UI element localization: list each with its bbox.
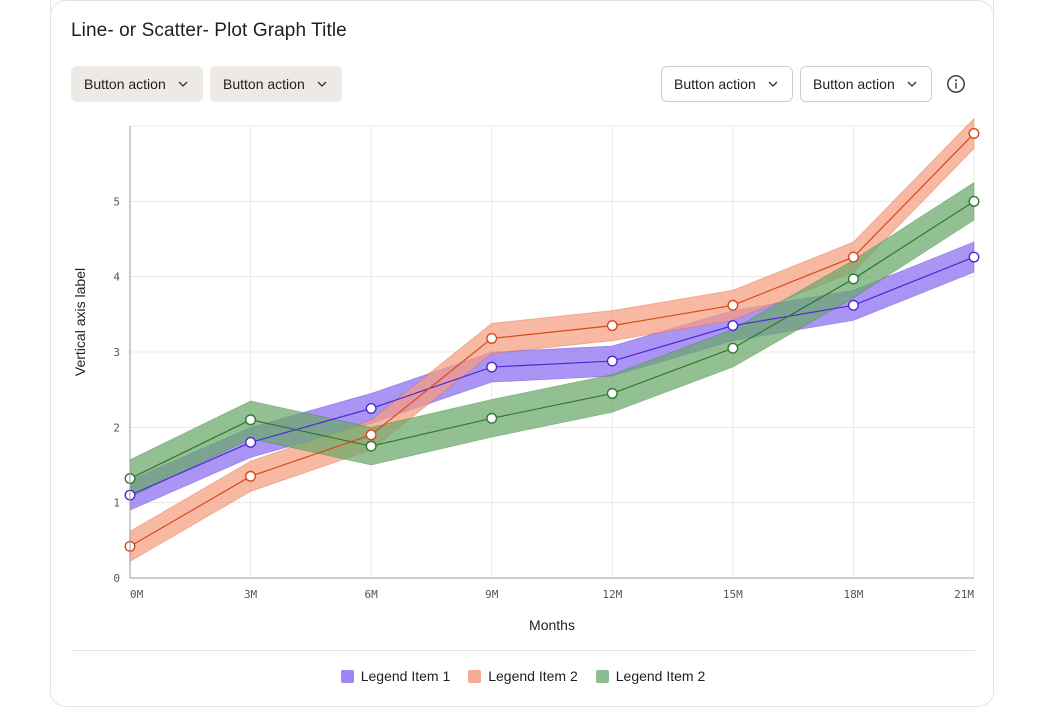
- action-button-1[interactable]: Button action: [661, 66, 793, 102]
- legend: Legend Item 1 Legend Item 2 Legend Item …: [51, 668, 995, 684]
- x-tick-label: 18M: [843, 588, 863, 601]
- axes: 0 1 2 3 4 5 0M 3M 6M 9M 12M 15M 18M 21M Months Vertical…: [72, 126, 974, 633]
- data-point: [245, 470, 257, 482]
- data-point: [486, 412, 498, 424]
- series-line-2: [129, 133, 975, 547]
- button-label: Button action: [84, 76, 166, 92]
- chevron-down-icon: [317, 81, 327, 87]
- chevron-down-icon: [907, 81, 917, 87]
- filter-button-1[interactable]: Button action: [71, 66, 203, 102]
- series-line-3: [129, 200, 975, 480]
- x-tick-label: 9M: [485, 588, 499, 601]
- x-axis-title: Months: [529, 617, 575, 633]
- chart-card: Line- or Scatter- Plot Graph Title Butto…: [50, 0, 994, 707]
- legend-swatch: [340, 669, 354, 683]
- data-point: [727, 299, 739, 311]
- x-tick-label: 15M: [723, 588, 743, 601]
- action-button-2[interactable]: Button action: [800, 66, 932, 102]
- legend-item-2[interactable]: Legend Item 2: [468, 668, 578, 684]
- y-tick-label: 4: [113, 271, 120, 284]
- chevron-down-icon: [178, 81, 188, 87]
- legend-swatch: [468, 669, 482, 683]
- series-band-3: [129, 181, 975, 499]
- button-label: Button action: [674, 76, 756, 92]
- data-point: [847, 251, 859, 263]
- button-label: Button action: [813, 76, 895, 92]
- data-point: [486, 361, 498, 373]
- series-lines: [129, 133, 975, 547]
- legend-swatch: [595, 669, 609, 683]
- x-tick-label: 6M: [365, 588, 379, 601]
- series-band-2: [129, 117, 975, 563]
- grid: [130, 125, 975, 578]
- series-line-1: [129, 256, 975, 496]
- filter-button-2[interactable]: Button action: [210, 66, 342, 102]
- legend-label: Legend Item 2: [488, 668, 578, 684]
- x-tick-label: 12M: [602, 588, 622, 601]
- data-point: [606, 320, 618, 332]
- divider: [71, 650, 975, 651]
- legend-label: Legend Item 2: [615, 668, 706, 684]
- data-point: [727, 320, 739, 332]
- info-icon[interactable]: [946, 74, 966, 94]
- data-point: [486, 332, 498, 344]
- y-tick-label: 2: [113, 421, 120, 434]
- data-point: [245, 436, 257, 448]
- y-axis-title: Vertical axis label: [72, 268, 88, 376]
- data-point: [968, 195, 980, 207]
- x-tick-label: 3M: [244, 588, 258, 601]
- data-point: [245, 414, 257, 426]
- legend-item-1[interactable]: Legend Item 1: [340, 668, 451, 684]
- y-tick-label: 3: [113, 346, 120, 359]
- y-tick-label: 5: [113, 195, 120, 208]
- data-point: [968, 128, 980, 140]
- data-point: [606, 387, 618, 399]
- legend-label: Legend Item 1: [360, 668, 451, 684]
- y-tick-label: 0: [113, 572, 120, 585]
- button-label: Button action: [223, 76, 305, 92]
- data-point: [847, 299, 859, 311]
- series-points: [124, 128, 980, 552]
- legend-item-3[interactable]: Legend Item 2: [595, 668, 706, 684]
- data-point: [727, 342, 739, 354]
- line-chart: 0 1 2 3 4 5 0M 3M 6M 9M 12M 15M 18M 21M Months Vertical…: [72, 117, 980, 633]
- data-point: [847, 273, 859, 285]
- data-point: [365, 403, 377, 415]
- x-tick-label: 0M: [130, 588, 144, 601]
- data-point: [365, 440, 377, 452]
- y-tick-label: 1: [113, 497, 120, 510]
- data-point: [606, 355, 618, 367]
- chart-title: Line- or Scatter- Plot Graph Title: [71, 20, 347, 41]
- data-point: [968, 251, 980, 263]
- x-tick-label: 21M: [954, 588, 974, 601]
- chevron-down-icon: [768, 81, 778, 87]
- confidence-bands: [129, 117, 975, 563]
- data-point: [365, 429, 377, 441]
